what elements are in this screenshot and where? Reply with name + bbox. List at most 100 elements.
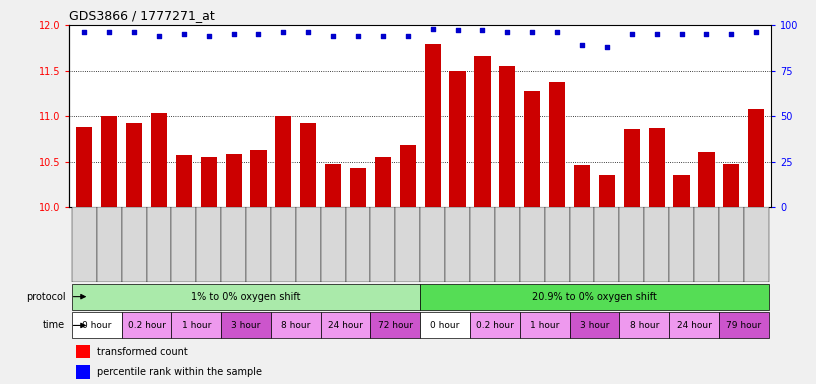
Point: [103, 29, 116, 35]
Bar: [574, 166, 590, 207]
Bar: [77, 366, 91, 379]
Point: [725, 31, 738, 37]
Bar: [221, 207, 246, 282]
Bar: [424, 44, 441, 207]
Text: 0 hour: 0 hour: [430, 321, 459, 330]
Bar: [450, 71, 466, 207]
Text: 79 hour: 79 hour: [726, 321, 761, 330]
Bar: [72, 313, 122, 338]
Point: [451, 27, 464, 33]
Bar: [271, 313, 321, 338]
Point: [78, 29, 91, 35]
Bar: [619, 313, 669, 338]
Bar: [400, 146, 416, 207]
Bar: [325, 164, 341, 207]
Point: [153, 33, 166, 39]
Text: 3 hour: 3 hour: [579, 321, 609, 330]
Bar: [346, 207, 370, 282]
Bar: [321, 207, 346, 282]
Point: [526, 29, 539, 35]
Bar: [76, 127, 92, 207]
Point: [476, 27, 489, 33]
Bar: [251, 150, 267, 207]
Bar: [623, 129, 640, 207]
Point: [426, 25, 439, 31]
Text: protocol: protocol: [25, 291, 65, 302]
Bar: [499, 66, 516, 207]
Bar: [275, 116, 291, 207]
Bar: [72, 284, 420, 310]
Text: 8 hour: 8 hour: [282, 321, 311, 330]
Text: GDS3866 / 1777271_at: GDS3866 / 1777271_at: [69, 9, 215, 22]
Bar: [375, 157, 391, 207]
Bar: [171, 207, 197, 282]
Bar: [420, 313, 470, 338]
Text: percentile rank within the sample: percentile rank within the sample: [97, 367, 263, 377]
Text: 24 hour: 24 hour: [676, 321, 712, 330]
Bar: [225, 154, 242, 207]
Bar: [445, 207, 470, 282]
Bar: [673, 175, 690, 207]
Bar: [72, 207, 97, 282]
Text: 8 hour: 8 hour: [629, 321, 659, 330]
Bar: [599, 175, 615, 207]
Point: [277, 29, 290, 35]
Point: [650, 31, 663, 37]
Point: [551, 29, 564, 35]
Text: 24 hour: 24 hour: [328, 321, 363, 330]
Bar: [570, 313, 619, 338]
Bar: [370, 313, 420, 338]
Point: [575, 42, 588, 48]
Bar: [147, 207, 171, 282]
Text: 20.9% to 0% oxygen shift: 20.9% to 0% oxygen shift: [532, 291, 657, 302]
Point: [127, 29, 140, 35]
Text: 0.2 hour: 0.2 hour: [127, 321, 166, 330]
Text: 1 hour: 1 hour: [530, 321, 559, 330]
Bar: [201, 157, 217, 207]
Bar: [246, 207, 271, 282]
Bar: [420, 207, 445, 282]
Bar: [171, 313, 221, 338]
Bar: [122, 207, 147, 282]
Text: 1 hour: 1 hour: [182, 321, 211, 330]
Point: [227, 31, 240, 37]
Bar: [524, 91, 540, 207]
Bar: [300, 122, 317, 207]
Bar: [296, 207, 321, 282]
Bar: [570, 207, 594, 282]
Bar: [321, 313, 370, 338]
Bar: [470, 207, 494, 282]
Bar: [520, 207, 544, 282]
Bar: [694, 207, 719, 282]
Point: [202, 33, 215, 39]
Text: 0 hour: 0 hour: [82, 321, 112, 330]
Bar: [271, 207, 296, 282]
Text: transformed count: transformed count: [97, 347, 188, 357]
Bar: [719, 313, 769, 338]
Bar: [520, 313, 570, 338]
Bar: [743, 207, 769, 282]
Point: [352, 33, 365, 39]
Point: [326, 33, 339, 39]
Bar: [698, 152, 715, 207]
Bar: [396, 207, 420, 282]
Text: 0.2 hour: 0.2 hour: [476, 321, 514, 330]
Bar: [649, 128, 665, 207]
Point: [601, 44, 614, 50]
Point: [252, 31, 265, 37]
Bar: [669, 207, 694, 282]
Point: [401, 33, 415, 39]
Bar: [197, 207, 221, 282]
Bar: [175, 156, 192, 207]
Bar: [723, 164, 739, 207]
Bar: [420, 284, 769, 310]
Text: 72 hour: 72 hour: [378, 321, 413, 330]
Point: [700, 31, 713, 37]
Text: 3 hour: 3 hour: [232, 321, 261, 330]
Bar: [151, 113, 167, 207]
Point: [625, 31, 638, 37]
Point: [302, 29, 315, 35]
Bar: [126, 122, 142, 207]
Bar: [97, 207, 122, 282]
Bar: [101, 116, 118, 207]
